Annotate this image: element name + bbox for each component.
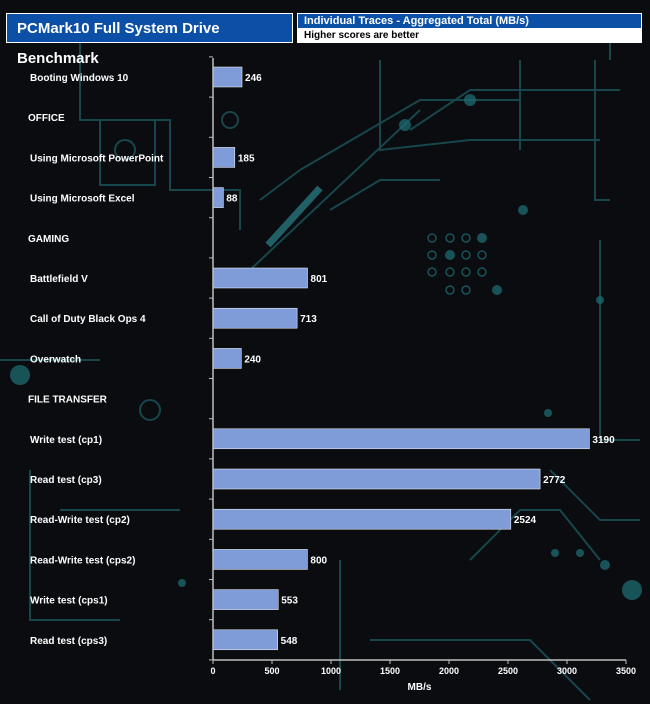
x-tick-label-0: 0 [210,666,215,676]
category-label-battlefield-v: Battlefield V [30,274,88,285]
value-label-call-of-duty-black-ops-4: 713 [300,314,317,325]
bar-read-test-cp3 [212,468,541,490]
category-label-using-microsoft-excel: Using Microsoft Excel [30,194,135,205]
x-tick-label-2500: 2500 [498,666,518,676]
category-label-using-microsoft-powerpoint: Using Microsoft PowerPoint [30,153,164,164]
bar-write-test-cp1 [212,428,590,450]
value-label-overwatch: 240 [244,354,261,365]
category-label-overwatch: Overwatch [30,354,81,365]
category-label-write-test-cp1: Write test (cp1) [30,435,102,446]
bar-using-microsoft-excel [212,187,224,208]
chart-subtitle: Individual Traces - Aggregated Total (MB… [297,13,642,29]
value-label-battlefield-v: 801 [311,274,328,285]
group-label-gaming: GAMING [28,234,69,245]
bar-read-write-test-cp2 [212,508,512,530]
value-label-using-microsoft-powerpoint: 185 [238,153,255,164]
chart-title: PCMark10 Full System Drive Benchmark [6,13,293,67]
bar-using-microsoft-powerpoint [212,147,236,168]
x-tick-label-1500: 1500 [380,666,400,676]
x-tick-label-500: 500 [264,666,279,676]
value-label-booting-windows-10: 246 [245,73,262,84]
category-label-read-write-test-cp2: Read-Write test (cp2) [30,515,130,526]
category-label-read-write-test-cps2: Read-Write test (cps2) [30,555,135,566]
value-label-read-write-test-cps2: 800 [310,555,327,566]
value-label-using-microsoft-excel: 88 [226,194,238,205]
category-label-write-test-cps1: Write test (cps1) [30,596,108,607]
x-tick-label-3000: 3000 [557,666,577,676]
category-label-read-test-cps3: Read test (cps3) [30,636,107,647]
bar-read-test-cps3 [212,629,278,651]
value-label-read-test-cps3: 548 [281,636,298,647]
x-tick-label-1000: 1000 [321,666,341,676]
bar-write-test-cps1 [212,589,279,610]
bar-call-of-duty-black-ops-4 [212,307,298,329]
x-axis-title: MB/s [408,682,432,693]
group-label-file-transfer: FILE TRANSFER [28,395,108,406]
group-label-office: OFFICE [28,113,65,124]
category-label-read-test-cp3: Read test (cp3) [30,475,102,486]
bar-read-write-test-cps2 [212,549,308,570]
value-label-read-write-test-cp2: 2524 [514,515,537,526]
chart-note: Higher scores are better [297,29,642,43]
bar-battlefield-v [212,267,308,289]
bar-overwatch [212,348,242,369]
bar-booting-windows-10 [212,66,243,88]
value-label-write-test-cp1: 3190 [592,435,615,446]
value-label-write-test-cps1: 553 [281,596,298,607]
category-label-booting-windows-10: Booting Windows 10 [30,73,129,84]
category-label-call-of-duty-black-ops-4: Call of Duty Black Ops 4 [30,314,146,325]
value-label-read-test-cp3: 2772 [543,475,566,486]
x-tick-label-3500: 3500 [616,666,636,676]
x-tick-label-2000: 2000 [439,666,459,676]
